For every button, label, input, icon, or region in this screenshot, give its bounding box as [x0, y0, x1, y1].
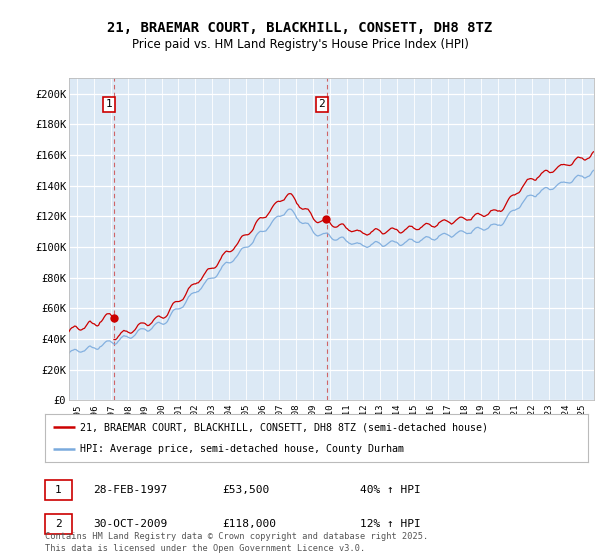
- Text: 21, BRAEMAR COURT, BLACKHILL, CONSETT, DH8 8TZ (semi-detached house): 21, BRAEMAR COURT, BLACKHILL, CONSETT, D…: [80, 422, 488, 432]
- Text: 2: 2: [319, 100, 325, 109]
- Text: £118,000: £118,000: [222, 519, 276, 529]
- Text: 12% ↑ HPI: 12% ↑ HPI: [360, 519, 421, 529]
- Text: 1: 1: [106, 100, 112, 109]
- Text: £53,500: £53,500: [222, 485, 269, 495]
- Text: HPI: Average price, semi-detached house, County Durham: HPI: Average price, semi-detached house,…: [80, 444, 404, 454]
- Text: 30-OCT-2009: 30-OCT-2009: [93, 519, 167, 529]
- Text: 2: 2: [55, 519, 62, 529]
- Text: 1: 1: [55, 485, 62, 495]
- Text: 40% ↑ HPI: 40% ↑ HPI: [360, 485, 421, 495]
- Text: 21, BRAEMAR COURT, BLACKHILL, CONSETT, DH8 8TZ: 21, BRAEMAR COURT, BLACKHILL, CONSETT, D…: [107, 21, 493, 35]
- Text: Price paid vs. HM Land Registry's House Price Index (HPI): Price paid vs. HM Land Registry's House …: [131, 38, 469, 51]
- Text: Contains HM Land Registry data © Crown copyright and database right 2025.
This d: Contains HM Land Registry data © Crown c…: [45, 533, 428, 553]
- Text: 28-FEB-1997: 28-FEB-1997: [93, 485, 167, 495]
